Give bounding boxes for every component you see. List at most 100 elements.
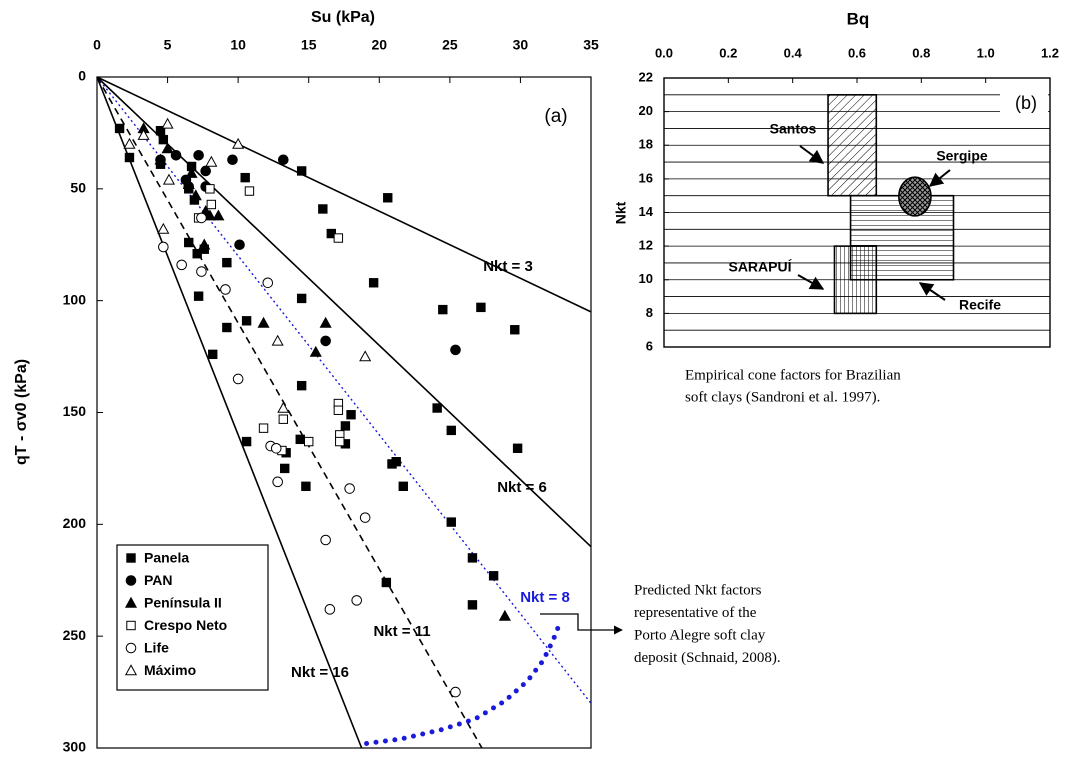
panel-label-bg	[1000, 92, 1048, 118]
marker	[203, 209, 216, 221]
marker	[467, 553, 478, 563]
marker	[262, 277, 274, 289]
region-label: Sergipe	[936, 148, 988, 164]
marker	[280, 463, 290, 474]
x-tick-label: 20	[371, 37, 387, 53]
x-tick-label: 15	[301, 37, 317, 53]
marker	[234, 239, 245, 251]
legend-label: PAN	[144, 572, 173, 588]
y-tick-label: 200	[63, 515, 87, 531]
nkt-line	[96, 76, 592, 313]
region	[898, 176, 932, 217]
region	[833, 245, 878, 315]
marker	[205, 155, 218, 167]
x-tick-label: 5	[164, 37, 172, 53]
marker	[318, 204, 328, 214]
marker	[351, 595, 363, 606]
marker	[296, 380, 307, 391]
marker	[206, 199, 217, 210]
marker	[320, 335, 331, 347]
marker	[198, 238, 211, 250]
nkt-label: Nkt = 11	[373, 623, 430, 640]
marker	[438, 304, 448, 315]
y-tick-label: 6	[646, 338, 653, 353]
legend-marker	[124, 664, 138, 676]
annotation: Porto Alegre soft clay	[634, 627, 766, 643]
marker	[278, 414, 289, 424]
marker	[296, 293, 307, 304]
annotation-arrow	[540, 613, 623, 635]
marker	[170, 149, 182, 161]
nkt-label: Nkt = 16	[291, 664, 349, 681]
y-tick-label: 50	[70, 180, 86, 196]
marker	[240, 172, 250, 183]
marker	[450, 344, 461, 356]
region-arrow	[928, 169, 951, 187]
panel-label: (a)	[544, 106, 567, 127]
marker	[258, 423, 269, 433]
marker	[222, 257, 232, 268]
marker	[193, 149, 204, 161]
nkt-label: Nkt = 8	[520, 589, 570, 606]
legend-box	[116, 544, 269, 691]
y-tick-label: 22	[639, 69, 653, 84]
y-tick-label: 20	[639, 103, 653, 118]
region-label: Santos	[770, 121, 817, 137]
marker	[244, 186, 255, 196]
marker	[272, 476, 283, 488]
y-tick-label: 0	[78, 68, 86, 84]
marker	[333, 233, 344, 243]
marker	[162, 173, 176, 185]
x-tick-label: 0.8	[912, 45, 930, 60]
x-tick-label: 35	[583, 37, 599, 53]
legend-marker	[124, 596, 138, 608]
y-axis-label: Nkt	[613, 201, 629, 224]
legend-marker	[125, 575, 137, 586]
legend-label: Life	[144, 640, 169, 656]
legend-marker	[125, 642, 137, 654]
region	[827, 94, 878, 197]
marker	[241, 436, 252, 447]
marker	[232, 373, 244, 385]
marker	[182, 178, 195, 190]
region-label: SARAPUÍ	[728, 259, 792, 275]
marker	[296, 166, 307, 176]
nkt-label: Nkt = 6	[497, 479, 547, 496]
marker	[398, 481, 408, 492]
marker	[154, 153, 167, 165]
nkt-line	[96, 76, 363, 749]
annotation: representative of the	[634, 605, 757, 621]
marker	[123, 137, 136, 149]
caption: Empirical cone factors for Brazilian	[685, 367, 901, 383]
marker	[185, 166, 198, 178]
legend-marker	[126, 553, 136, 563]
marker	[222, 322, 232, 333]
x-tick-label: 0	[93, 37, 101, 53]
marker	[257, 316, 270, 328]
marker	[381, 577, 392, 588]
plots: 0 5 10 15 20 25 30 35 0 50 100 150 200 250 300 Su (kPa)…	[13, 9, 1059, 754]
marker	[241, 316, 252, 326]
marker	[200, 165, 211, 177]
marker	[446, 517, 456, 527]
predicted-curve	[364, 620, 563, 747]
marker	[220, 284, 231, 295]
marker	[161, 142, 174, 154]
x-tick-label: 0.2	[719, 45, 737, 60]
nkt-line	[96, 76, 592, 548]
nkt-line	[96, 76, 483, 749]
region-arrow	[918, 282, 946, 301]
marker	[335, 436, 345, 447]
marker	[512, 443, 523, 453]
x-tick-label: 30	[513, 37, 529, 53]
y-tick-label: 100	[63, 291, 87, 307]
y-tick-label: 14	[639, 204, 654, 219]
marker	[383, 193, 393, 203]
marker	[158, 241, 169, 253]
marker	[301, 481, 311, 492]
marker	[212, 209, 225, 221]
marker	[391, 457, 401, 467]
y-tick-label: 8	[646, 305, 653, 320]
marker	[161, 117, 174, 129]
